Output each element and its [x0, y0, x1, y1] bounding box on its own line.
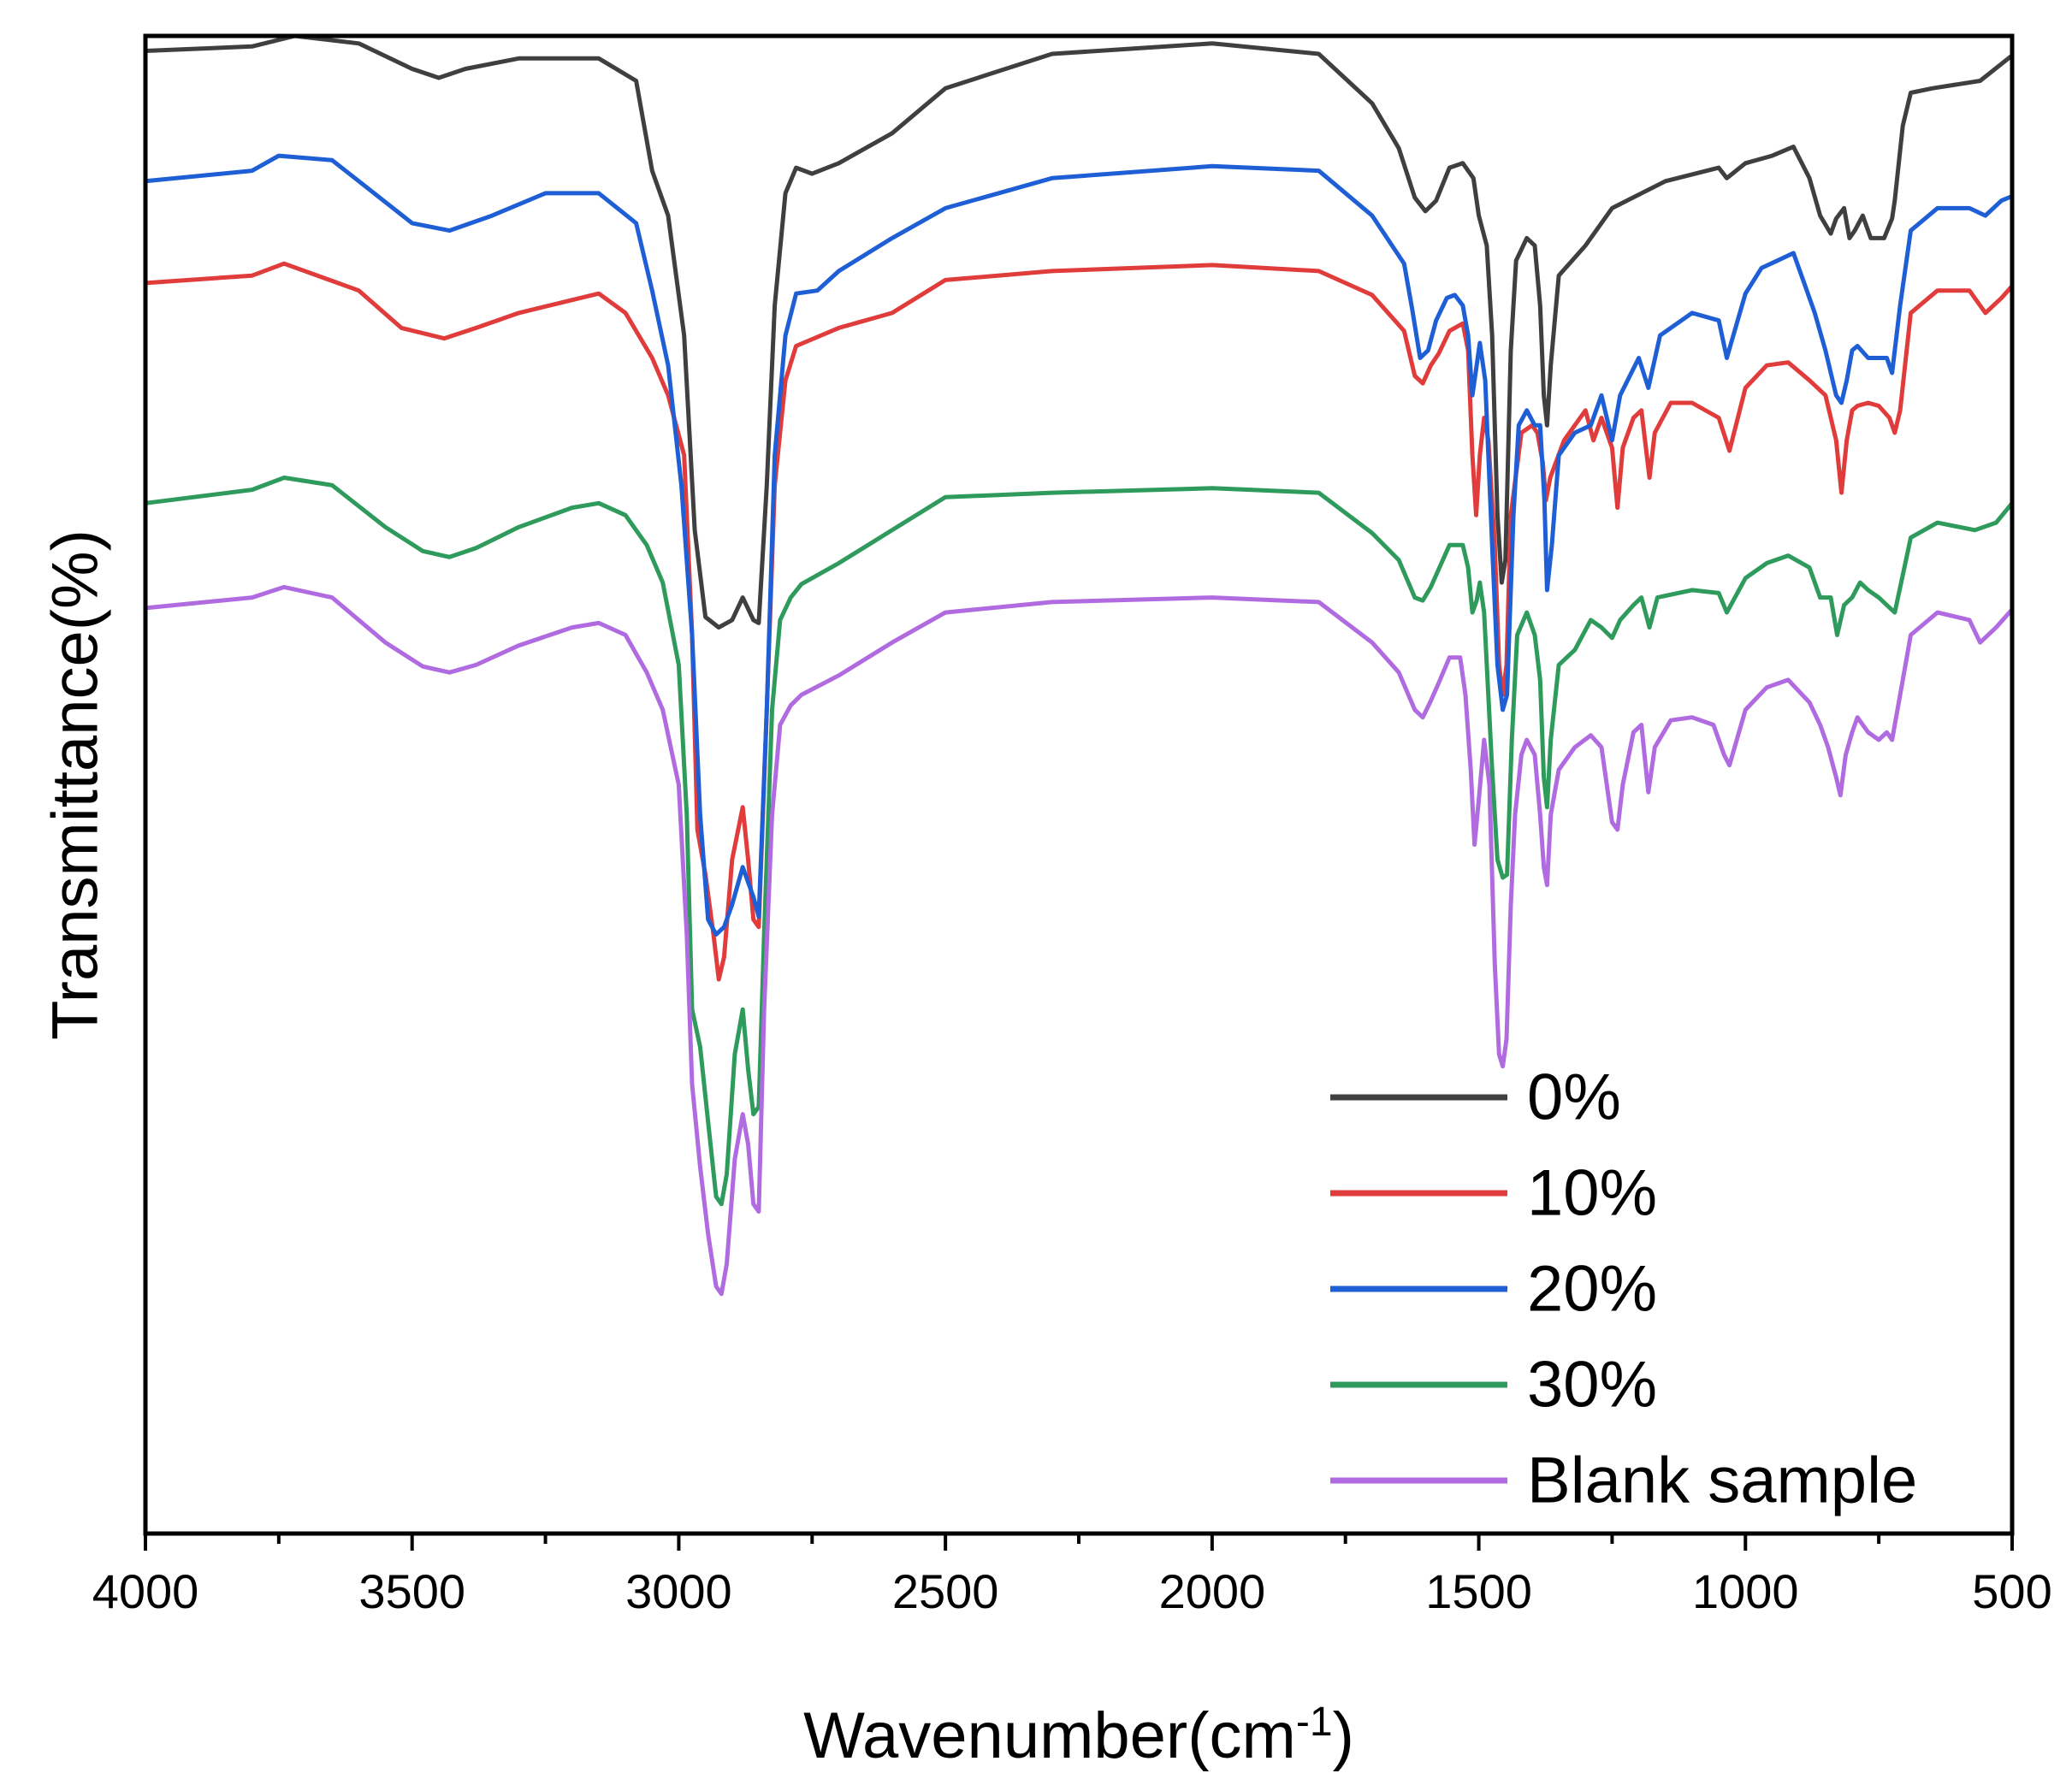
x-axis-ticks: 4000 3500 3000 2500 2000 1500 1000 500 — [92, 1534, 2052, 1618]
legend-label: 20% — [1527, 1253, 1657, 1326]
y-axis-title: Transmittance(%) — [39, 529, 112, 1040]
legend-label: 10% — [1527, 1157, 1657, 1230]
x-axis-title-superscript: -1 — [1296, 1699, 1333, 1745]
x-tick-label: 1500 — [1425, 1564, 1532, 1618]
series-layer — [145, 33, 2014, 1297]
x-axis-title-main: Wavenumber(cm — [803, 1699, 1296, 1772]
legend-label: 30% — [1527, 1349, 1657, 1422]
x-tick-label: 1000 — [1692, 1564, 1799, 1618]
x-tick-label: 2000 — [1159, 1564, 1266, 1618]
legend: 0% 10% 20% 30% Blank sample — [1330, 1061, 1917, 1517]
x-tick-label: 500 — [1972, 1564, 2051, 1618]
x-tick-label: 3500 — [358, 1564, 465, 1618]
x-axis-title: Wavenumber(cm-1) — [803, 1699, 1354, 1773]
x-tick-label: 3000 — [625, 1564, 732, 1618]
series-line-0 — [145, 33, 2014, 630]
series-line-blank-sample — [145, 584, 2014, 1297]
x-tick-label: 2500 — [892, 1564, 999, 1618]
legend-label: 0% — [1527, 1061, 1621, 1134]
series-line-20 — [145, 153, 2013, 937]
legend-label: Blank sample — [1527, 1445, 1917, 1517]
series-line-30 — [145, 476, 2014, 1207]
series-line-10 — [145, 261, 2014, 982]
x-axis-title-suffix: ) — [1333, 1699, 1354, 1772]
plot-frame — [143, 33, 2015, 1536]
x-tick-label: 4000 — [92, 1564, 199, 1618]
